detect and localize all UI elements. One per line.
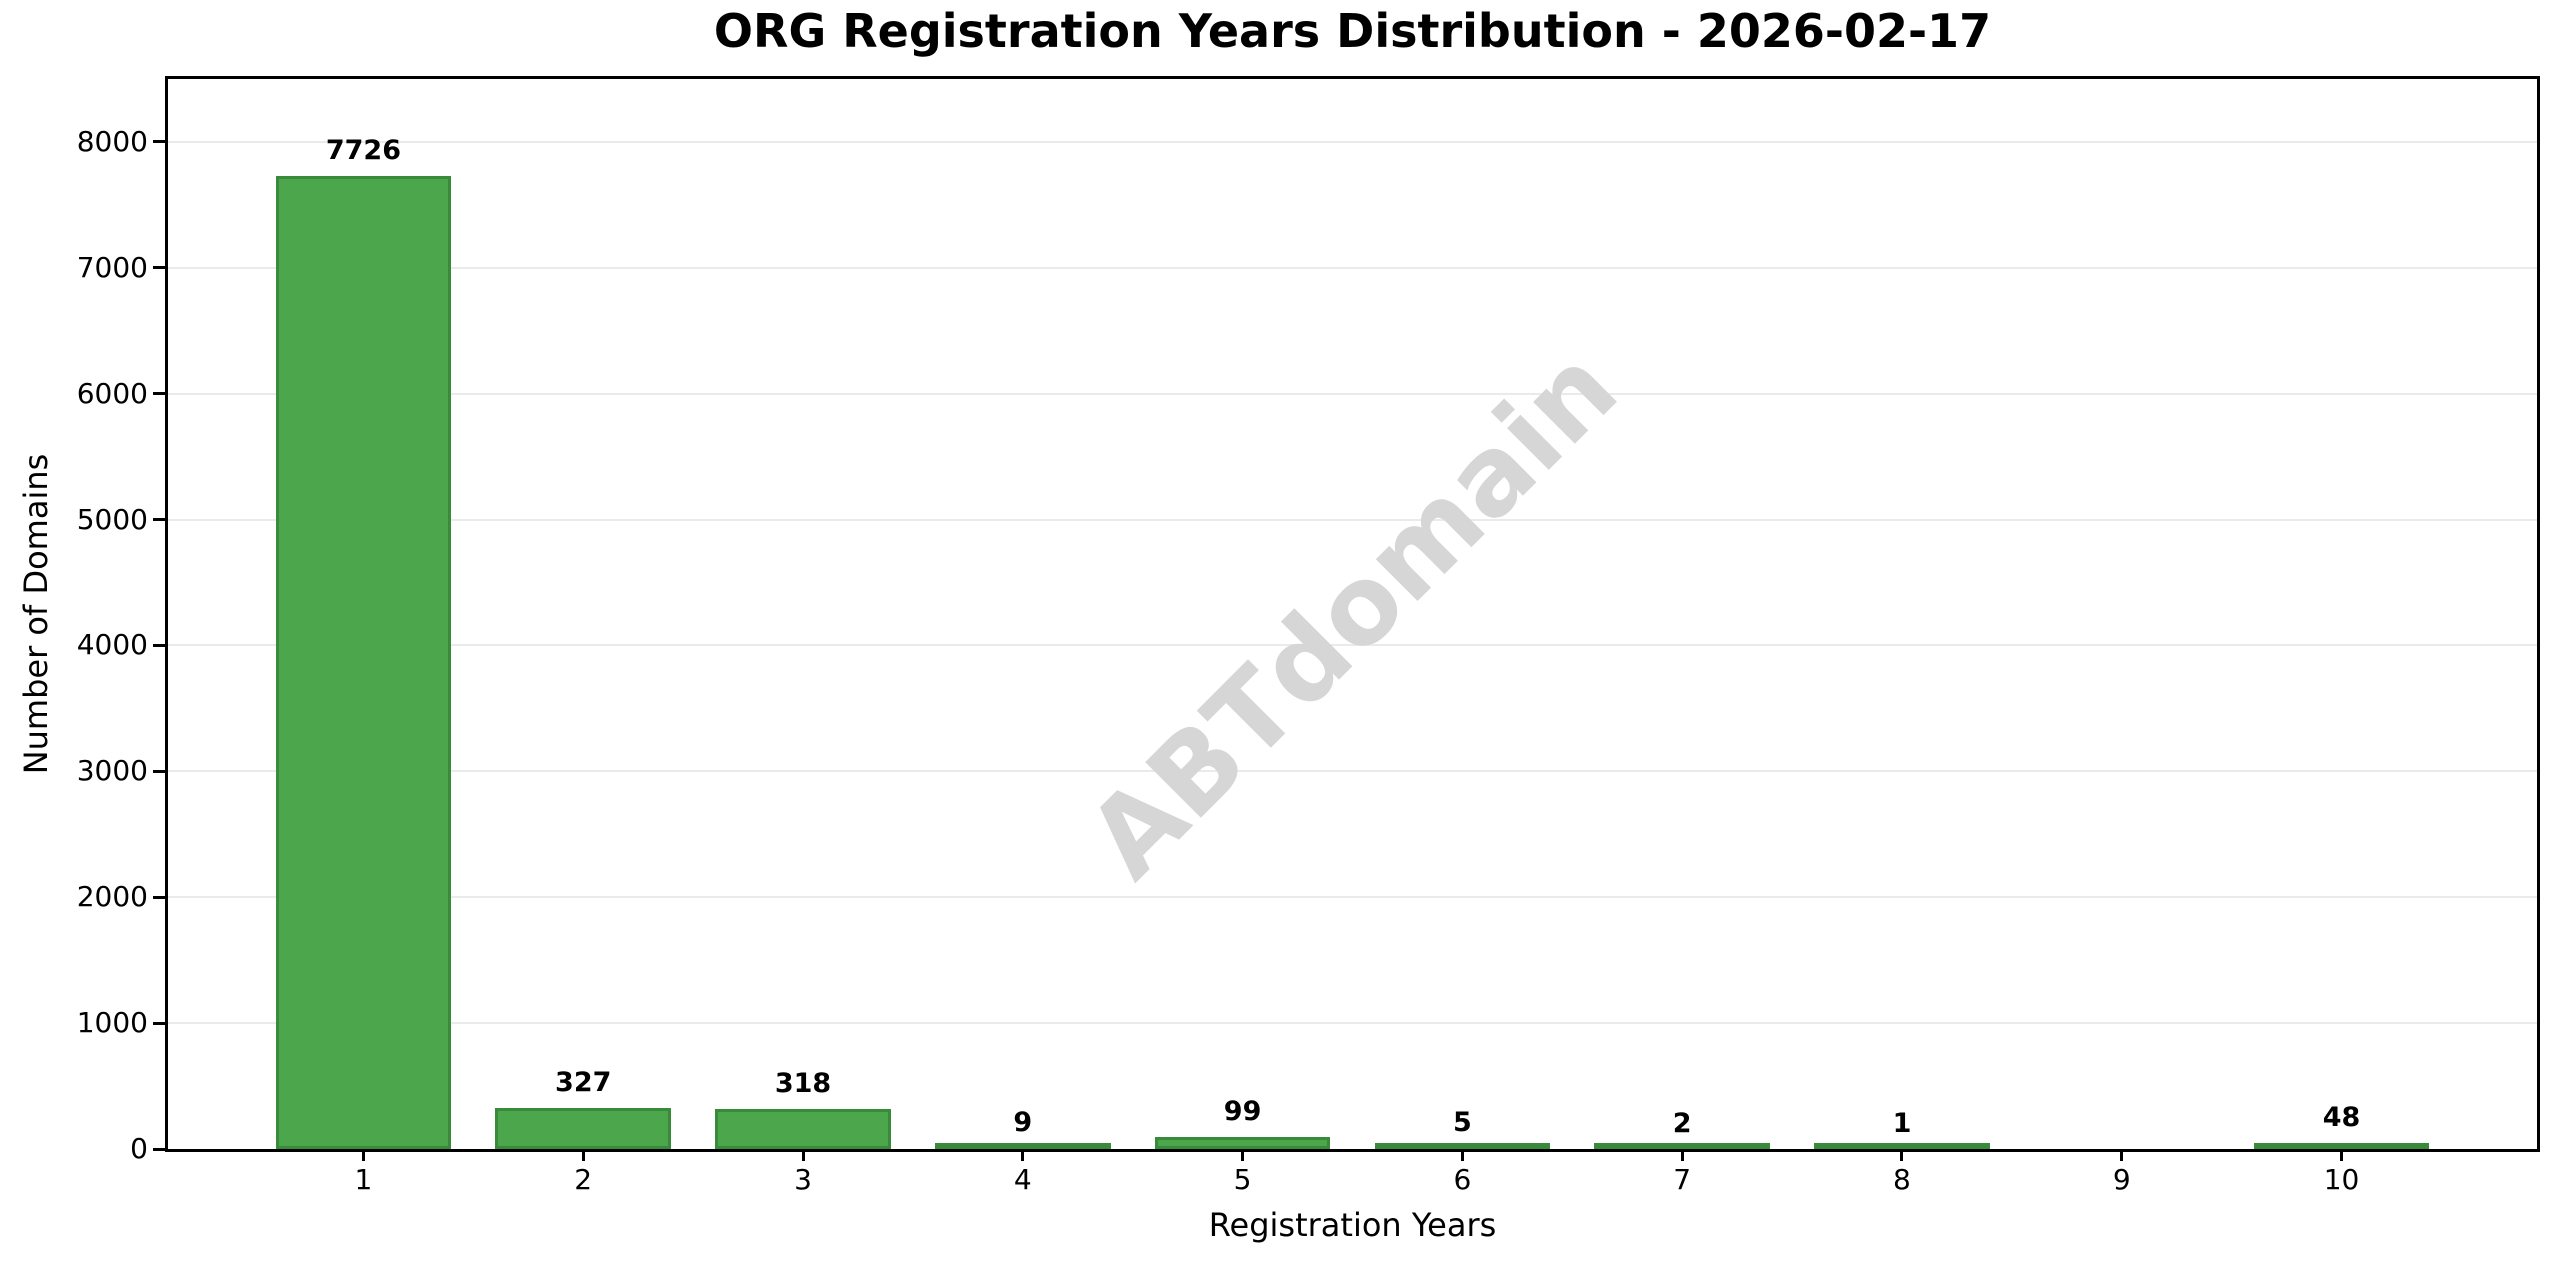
x-tick-mark	[1900, 1149, 1904, 1161]
y-tick-mark	[153, 392, 165, 396]
bar-year-8	[1814, 1143, 1990, 1149]
bar-value-label: 7726	[325, 135, 402, 167]
plot-area: ABTdomain 0 1000 2000 3000 4000 5000 6000 7000 8…	[77, 76, 2540, 1196]
x-tick-label: 9	[2112, 1163, 2131, 1196]
y-tick-label: 7000	[76, 250, 148, 284]
x-tick-mark	[361, 1149, 365, 1161]
x-tick-mark	[2340, 1149, 2344, 1161]
y-gridline	[168, 140, 2537, 143]
bar-value-label: 327	[555, 1066, 612, 1098]
x-axis-title: Registration Years	[1208, 1206, 1497, 1244]
bar-value-label: 48	[2322, 1101, 2361, 1133]
x-tick-label: 3	[794, 1163, 812, 1196]
y-tick-mark	[153, 518, 165, 522]
y-gridline	[168, 770, 2537, 773]
x-tick-mark	[1680, 1149, 1684, 1161]
bar-value-label: 9	[1013, 1106, 1033, 1138]
y-tick-label: 4000	[76, 628, 148, 662]
chart-title: ORG Registration Years Distribution - 20…	[713, 4, 1992, 58]
x-tick-mark	[1460, 1149, 1464, 1161]
y-tick-label: 6000	[76, 376, 148, 410]
bar-year-1	[275, 176, 452, 1149]
y-gridline	[168, 644, 2537, 647]
y-tick-mark	[153, 1021, 165, 1025]
y-axis-title: Number of Domains	[17, 453, 55, 775]
watermark-text: ABTdomain	[1064, 325, 1641, 903]
bar-year-5	[1154, 1136, 1331, 1149]
y-gridline	[168, 266, 2537, 269]
y-tick-mark	[153, 1147, 165, 1151]
bar-year-7	[1594, 1143, 1770, 1149]
bar-value-label: 99	[1223, 1095, 1262, 1127]
bar-year-3	[715, 1108, 891, 1149]
x-tick-mark	[801, 1149, 805, 1161]
y-tick-mark	[153, 643, 165, 647]
y-tick-mark	[153, 140, 165, 144]
y-tick-label: 2000	[76, 880, 148, 914]
x-tick-label: 7	[1673, 1163, 1692, 1196]
x-tick-label: 4	[1013, 1163, 1032, 1196]
bar-year-2	[495, 1107, 671, 1149]
y-gridline	[168, 392, 2537, 395]
x-tick-label: 8	[1893, 1163, 1911, 1196]
bar-value-label: 5	[1452, 1107, 1472, 1139]
x-tick-label: 10	[2323, 1163, 2360, 1196]
y-tick-label: 3000	[76, 754, 148, 788]
y-tick-label: 1000	[76, 1006, 148, 1040]
y-tick-label: 5000	[76, 502, 148, 536]
x-tick-label: 6	[1453, 1163, 1472, 1196]
x-tick-mark	[1021, 1149, 1025, 1161]
bar-year-10	[2253, 1142, 2430, 1149]
y-gridline	[168, 1022, 2537, 1025]
bar-year-4	[935, 1143, 1111, 1149]
y-tick-mark	[153, 769, 165, 773]
bar-value-label: 318	[774, 1067, 832, 1099]
y-tick-label: 0	[130, 1132, 148, 1165]
y-gridline	[168, 518, 2537, 521]
bar-value-label: 1	[1892, 1107, 1912, 1139]
y-tick-mark	[153, 895, 165, 899]
y-gridline	[168, 896, 2537, 899]
x-tick-label: 5	[1233, 1163, 1252, 1196]
y-tick-label: 8000	[76, 124, 148, 158]
x-tick-mark	[581, 1149, 585, 1161]
y-tick-mark	[153, 266, 165, 270]
x-tick-label: 2	[574, 1163, 593, 1196]
x-tick-mark	[1241, 1149, 1245, 1161]
x-tick-mark	[2120, 1149, 2124, 1161]
bar-year-6	[1374, 1143, 1551, 1149]
x-tick-label: 1	[354, 1163, 373, 1196]
bar-value-label: 2	[1672, 1107, 1692, 1139]
